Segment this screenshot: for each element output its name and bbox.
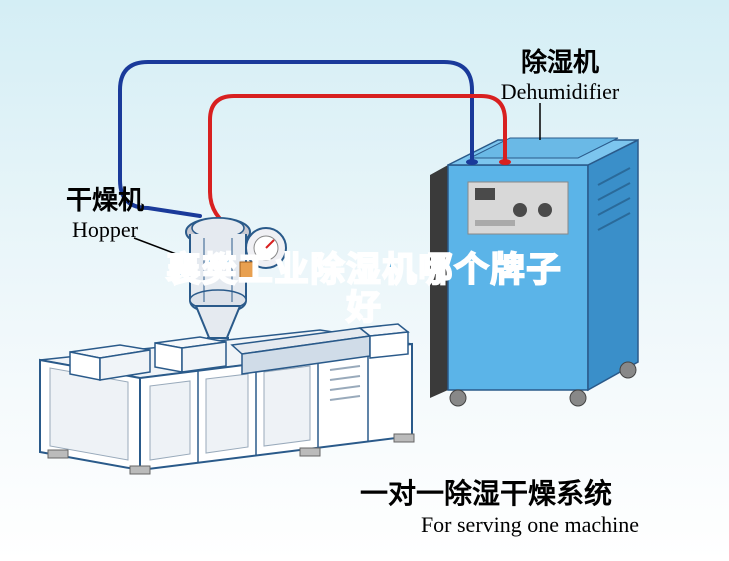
dehumidifier-label-cn: 除湿机 — [470, 42, 650, 79]
pipe-blue — [120, 62, 472, 216]
system-label-en: For serving one machine — [360, 512, 700, 538]
dehumidifier-label-en: Dehumidifier — [470, 79, 650, 105]
dehumidifier-label: 除湿机 Dehumidifier — [470, 42, 650, 105]
system-label-cn: 一对一除湿干燥系统 — [360, 472, 700, 512]
molding-machine — [40, 324, 414, 474]
hopper-label-cn: 干燥机 — [40, 180, 170, 217]
hopper-label-en: Hopper — [40, 217, 170, 243]
overlay-title-line2: 好 — [0, 280, 729, 329]
hopper-label: 干燥机 Hopper — [40, 180, 170, 243]
system-label: 一对一除湿干燥系统 For serving one machine — [360, 472, 700, 538]
